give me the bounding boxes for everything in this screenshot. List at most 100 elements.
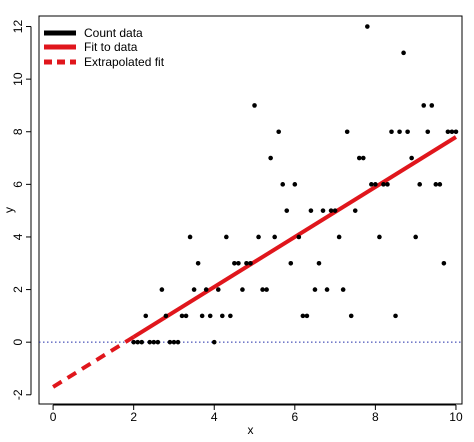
data-point-12: [175, 339, 181, 345]
data-point-10: [167, 339, 173, 345]
data-point-47: [316, 260, 322, 266]
legend-label-3: Extrapolated fit: [84, 55, 165, 69]
y-tick-label-2: 2: [11, 286, 25, 293]
data-point-68: [401, 50, 406, 56]
data-point-50: [328, 208, 334, 213]
data-point-42: [296, 234, 302, 240]
data-point-37: [276, 129, 282, 135]
data-point-64: [385, 182, 390, 187]
plot-frame: [38, 15, 463, 405]
data-point-71: [413, 234, 418, 240]
data-point-25: [228, 313, 233, 319]
data-point-63: [381, 182, 386, 187]
data-point-31: [252, 103, 257, 108]
data-point-11: [171, 339, 177, 345]
data-point-45: [308, 208, 314, 213]
legend-label-2: Fit to data: [84, 40, 138, 54]
data-point-76: [433, 182, 439, 187]
data-point-26: [232, 260, 237, 266]
data-point-22: [215, 287, 221, 292]
data-point-8: [159, 287, 165, 292]
data-point-41: [292, 182, 298, 187]
data-point-66: [393, 313, 398, 319]
data-point-59: [365, 24, 370, 29]
data-point-79: [445, 129, 451, 135]
data-point-34: [264, 287, 269, 292]
data-point-33: [260, 287, 265, 292]
data-point-18: [199, 313, 205, 319]
data-point-38: [280, 182, 286, 187]
data-point-72: [417, 182, 423, 187]
data-point-16: [191, 287, 197, 292]
x-tick-label-4: 4: [211, 410, 218, 424]
data-point-24: [224, 234, 229, 240]
y-tick-label--2: -2: [11, 389, 25, 400]
data-point-60: [369, 182, 374, 187]
data-point-73: [421, 103, 427, 108]
data-point-5: [147, 339, 153, 345]
axes-group: 0 2 4 6 8 10 -2 0 2 4 6 8 10 12 x y: [2, 20, 463, 437]
data-point-3: [139, 339, 145, 345]
y-tick-label-0: 0: [11, 339, 25, 346]
data-point-20: [207, 313, 213, 319]
data-point-29: [244, 260, 249, 266]
y-tick-label-6: 6: [11, 181, 25, 188]
data-point-23: [220, 313, 225, 319]
data-point-55: [348, 313, 354, 319]
data-point-19: [203, 287, 209, 292]
data-point-54: [344, 129, 350, 135]
data-point-21: [211, 339, 217, 345]
x-tick-label-10: 10: [449, 410, 463, 424]
data-point-28: [240, 287, 245, 292]
data-point-27: [236, 260, 241, 266]
data-point-61: [373, 182, 378, 187]
data-point-78: [441, 260, 447, 266]
data-point-80: [449, 129, 455, 135]
data-point-1: [131, 339, 136, 345]
data-point-2: [135, 339, 140, 345]
data-point-43: [300, 313, 306, 319]
data-point-52: [336, 234, 342, 240]
extrapolated-fit-line: [52, 335, 135, 389]
data-point-32: [256, 234, 261, 240]
data-point-74: [425, 129, 431, 135]
data-point-15: [187, 234, 193, 240]
data-point-6: [151, 339, 157, 345]
data-point-30: [248, 260, 253, 266]
data-point-13: [179, 313, 185, 319]
x-tick-label-0: 0: [50, 410, 57, 424]
legend-label-1: Count data: [84, 26, 143, 40]
data-point-17: [195, 260, 201, 266]
data-point-62: [377, 234, 382, 240]
data-point-65: [389, 129, 394, 135]
y-tick-label-12: 12: [11, 20, 25, 34]
data-point-53: [340, 287, 346, 292]
data-point-40: [288, 260, 294, 266]
marks-group: [39, 24, 462, 389]
data-point-46: [312, 287, 318, 292]
data-point-9: [163, 313, 169, 319]
data-point-77: [437, 182, 443, 187]
data-point-69: [405, 129, 410, 135]
data-point-70: [409, 155, 414, 161]
y-tick-label-10: 10: [11, 72, 25, 86]
data-point-57: [356, 155, 362, 161]
data-point-48: [320, 208, 326, 213]
data-point-75: [429, 103, 435, 108]
data-point-7: [155, 339, 161, 345]
y-axis-label: y: [2, 207, 16, 213]
x-tick-label-2: 2: [130, 410, 137, 424]
data-point-36: [272, 234, 277, 240]
data-point-81: [453, 129, 459, 135]
plot-frame-group: [38, 15, 463, 405]
data-point-14: [183, 313, 189, 319]
data-point-49: [324, 287, 330, 292]
fit-line: [132, 135, 458, 339]
x-axis-label: x: [248, 423, 254, 437]
y-tick-label-4: 4: [11, 233, 25, 240]
data-point-35: [268, 155, 273, 161]
data-point-58: [361, 155, 366, 161]
